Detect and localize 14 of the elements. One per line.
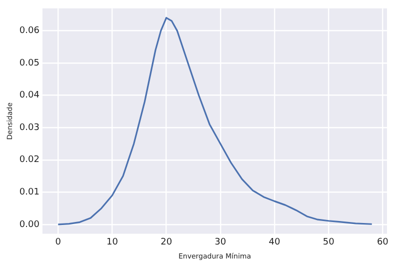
y-tick-label: 0.06 [19, 26, 40, 36]
y-tick-label: 0.02 [19, 155, 40, 166]
x-tick-label: 0 [55, 238, 62, 248]
y-tick-label: 0.04 [19, 90, 40, 101]
y-tick-label: 0.05 [19, 58, 40, 68]
y-tick-label: 0.00 [19, 220, 40, 230]
x-tick-label: 60 [376, 238, 389, 248]
y-tick-label: 0.01 [19, 187, 40, 198]
x-tick-label: 30 [214, 238, 226, 248]
y-tick-label: 0.03 [19, 122, 40, 133]
x-tick-label: 20 [160, 238, 172, 248]
x-tick-label: 10 [106, 238, 118, 248]
x-tick-label: 50 [322, 238, 335, 248]
x-tick-label: 40 [268, 238, 280, 248]
